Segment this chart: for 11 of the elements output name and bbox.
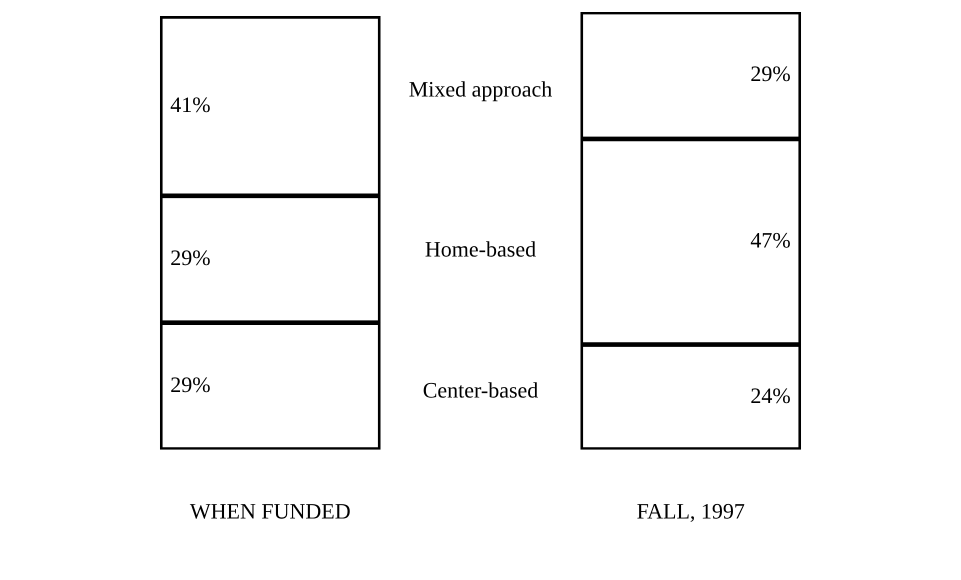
data-label: 29% xyxy=(170,372,211,397)
series-label: Center-based xyxy=(422,377,538,402)
text: Home-based xyxy=(424,236,536,262)
data-label: 29% xyxy=(170,245,211,270)
data-label: 24% xyxy=(750,382,791,408)
data-label: 41% xyxy=(170,92,211,117)
data-label: 29% xyxy=(750,61,791,86)
x-tick-label: WHEN FUNDED xyxy=(190,498,351,524)
data-label: 47% xyxy=(750,228,791,253)
series-label: Mixed approach xyxy=(408,76,552,102)
x-tick-label: FALL, 1997 xyxy=(636,498,745,524)
